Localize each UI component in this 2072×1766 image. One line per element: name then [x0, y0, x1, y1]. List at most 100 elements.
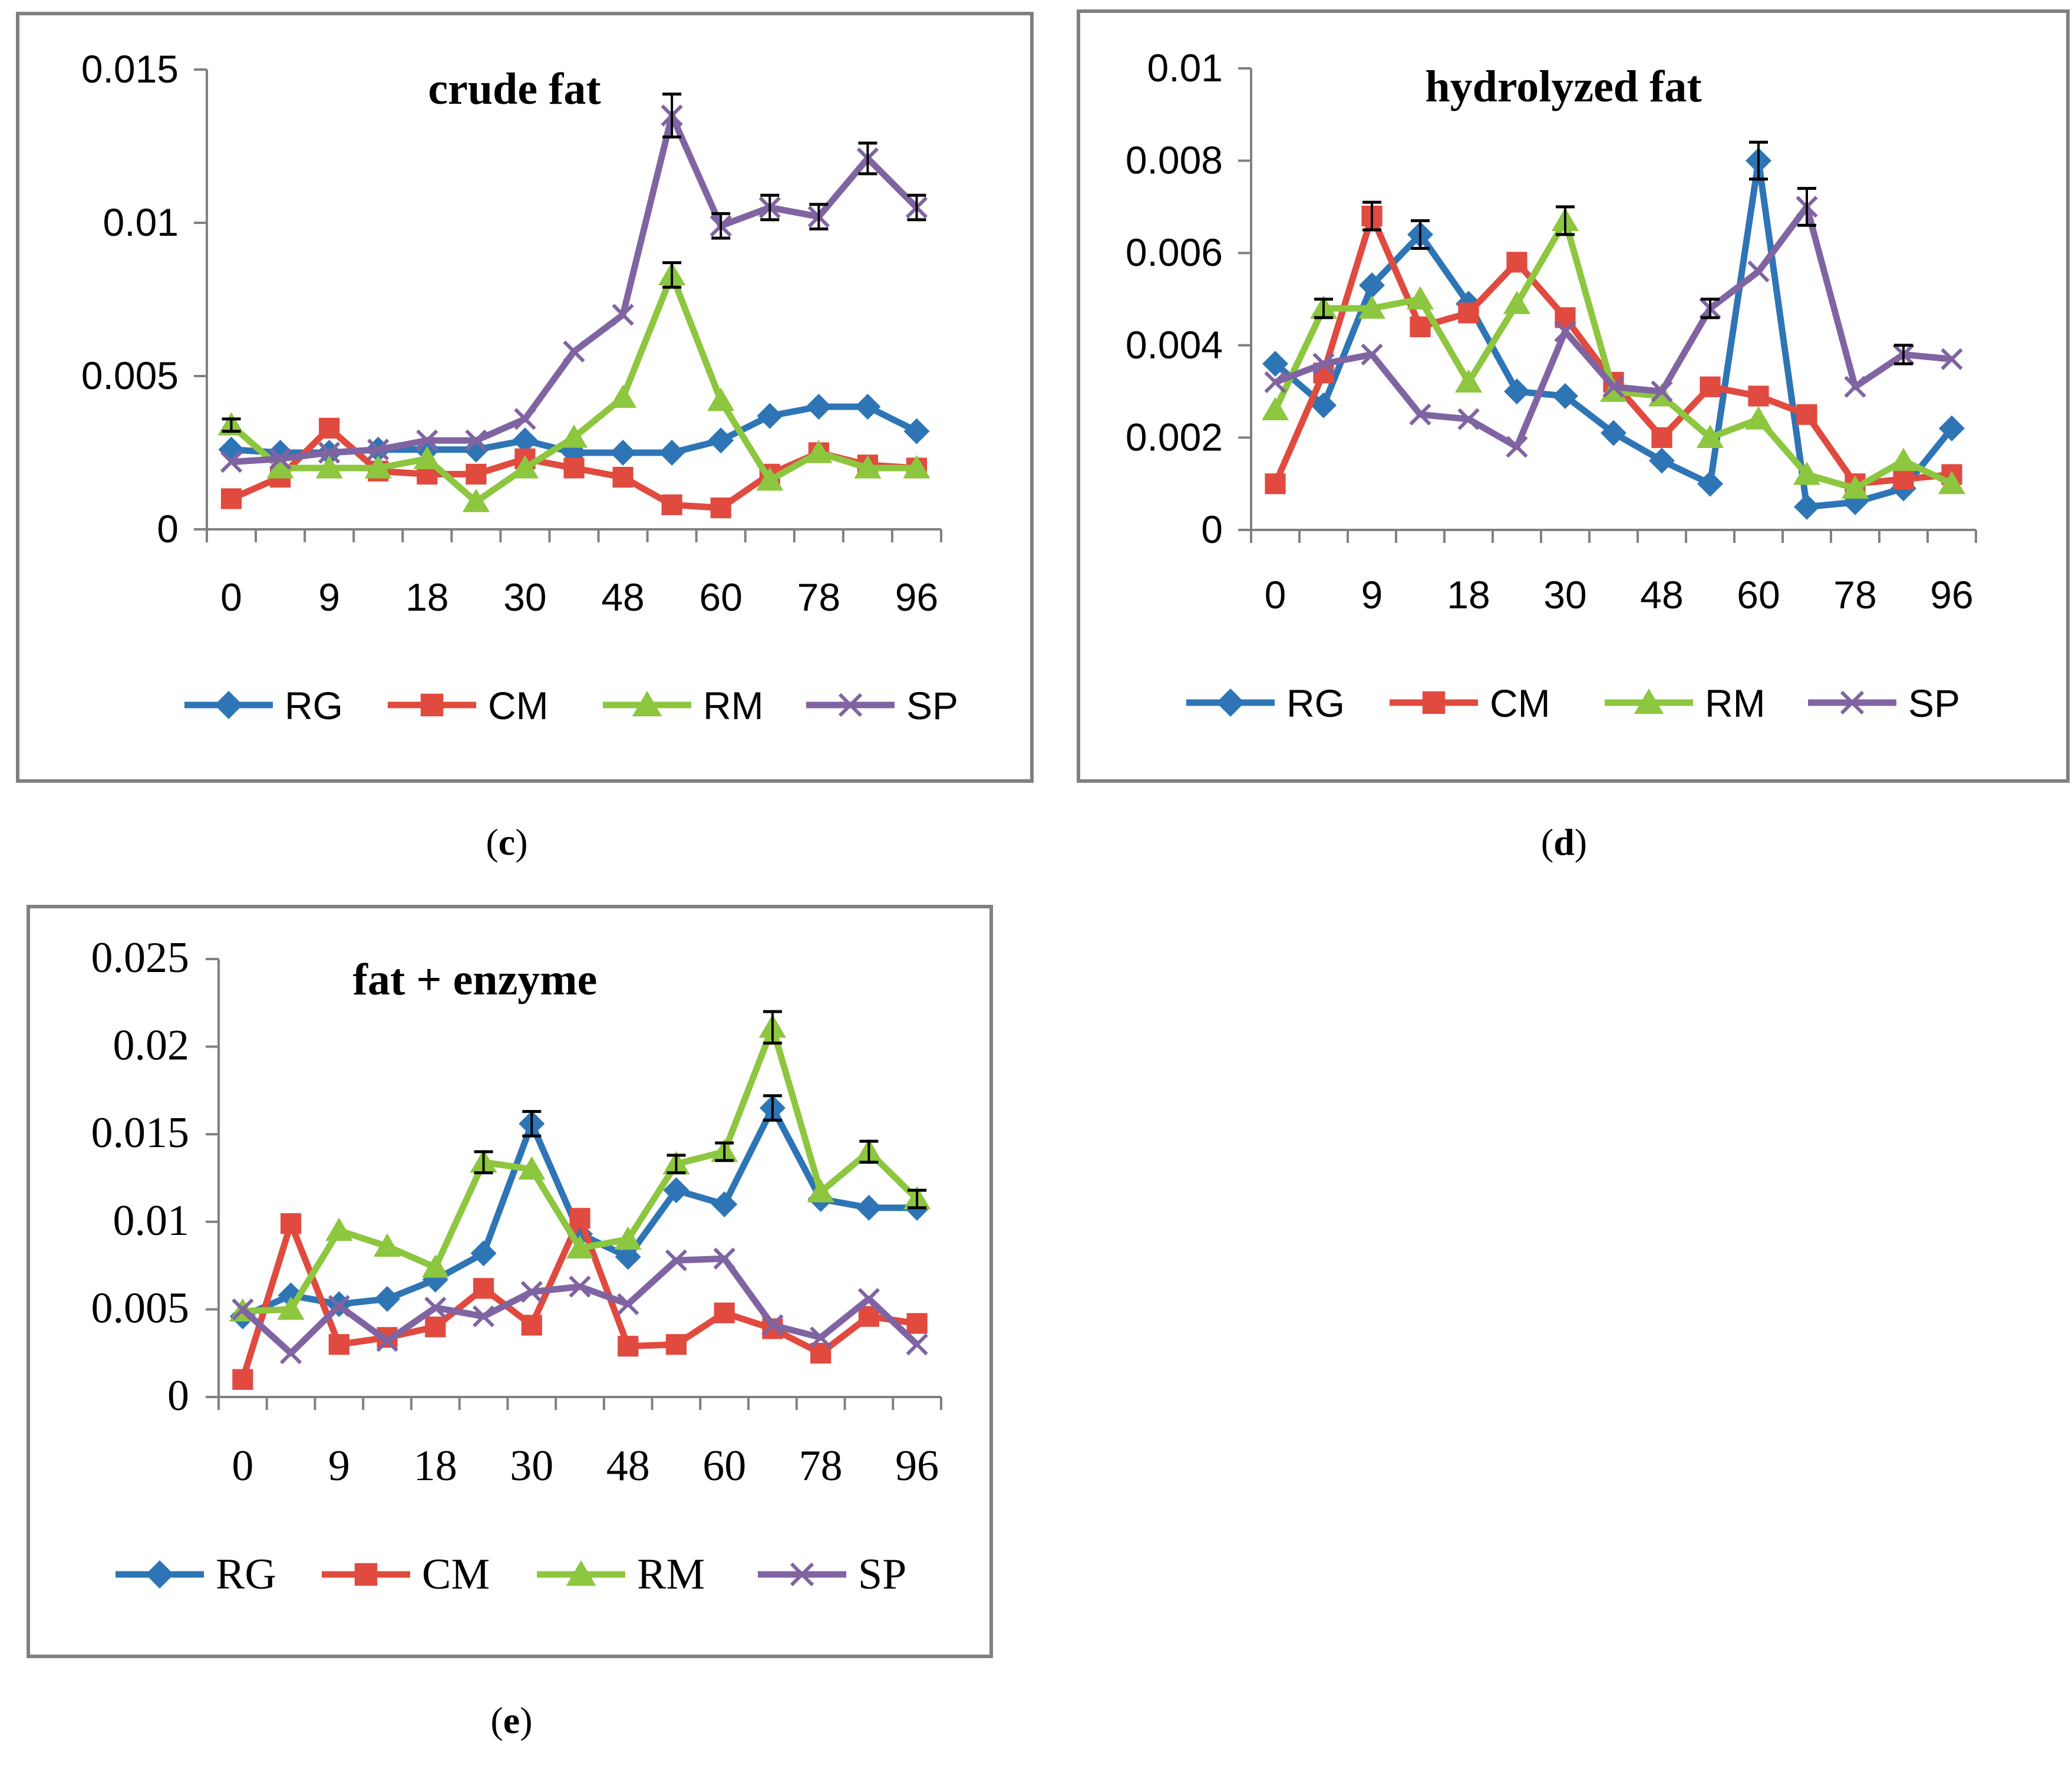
data-point-SP: [472, 1305, 495, 1327]
error-bar: [474, 1150, 493, 1175]
y-tick-label: 0.01: [113, 1197, 190, 1245]
x-tick-label: 60: [702, 1442, 746, 1490]
legend-item-RG: RG: [116, 1550, 276, 1599]
series-RM: [217, 262, 931, 512]
data-point-RG: [903, 418, 930, 444]
legend-label: RG: [285, 684, 343, 727]
error-bar: [763, 1010, 782, 1045]
data-point-RG: [806, 394, 832, 420]
legend-swatch-marker: [632, 691, 662, 717]
error-bar: [1797, 187, 1816, 227]
data-point-CM: [1893, 469, 1914, 490]
error-bar: [662, 261, 682, 289]
data-point-SP: [232, 1298, 254, 1321]
data-point-RM: [315, 455, 343, 479]
legend-item-RM: RM: [603, 684, 764, 727]
data-point-RM: [1889, 447, 1918, 472]
data-point-SP: [520, 1281, 543, 1303]
data-point-RM: [1841, 475, 1869, 499]
y-tick-label: 0.005: [91, 1284, 190, 1332]
data-point-RM: [1358, 295, 1386, 319]
y-tick-label: 0.008: [1126, 139, 1223, 182]
data-point-RM: [707, 387, 735, 411]
x-tick-label: 0: [1265, 573, 1286, 617]
data-point-SP: [1941, 348, 1963, 370]
series-line-SP: [1274, 203, 1952, 450]
x-tick-label: 0: [232, 1442, 253, 1490]
data-point-CM: [319, 417, 340, 439]
x-tick-label: 78: [1833, 573, 1876, 617]
data-point-SP: [269, 447, 292, 470]
legend-swatch-marker: [566, 1560, 596, 1586]
data-point-CM: [714, 1302, 735, 1323]
y-tick-label: 0.025: [91, 934, 190, 982]
y-tick-label: 0.01: [1147, 46, 1223, 90]
data-point-RM: [1938, 470, 1966, 495]
data-point-CM: [612, 467, 634, 488]
data-point-CM: [328, 1334, 349, 1355]
data-point-SP: [416, 429, 438, 452]
x-tick-label: 48: [601, 575, 644, 619]
error-bar: [908, 1188, 927, 1210]
x-tick-label: 18: [405, 575, 448, 619]
data-point-SP: [761, 1314, 784, 1336]
y-tick-label: 0.006: [1126, 230, 1223, 274]
data-point-CM: [563, 457, 585, 479]
chart-panel-hydrolyzed-fat: hydrolyzed fat 0 0.002 0.004 0.006 0.008 0.01 0…: [1077, 9, 2070, 783]
data-point-SP: [279, 1342, 302, 1365]
series-SP: [1264, 196, 1963, 458]
error-bar: [763, 1094, 782, 1122]
data-point-RG: [610, 440, 636, 466]
series-line-RM: [1272, 217, 1954, 492]
data-point-RG: [1601, 420, 1626, 446]
data-point-RM: [277, 1296, 305, 1320]
legend-label: RM: [1705, 681, 1766, 725]
legend-swatch-marker: [146, 1560, 174, 1589]
data-point-CM: [906, 1313, 928, 1334]
data-point-RG: [1552, 383, 1578, 409]
data-point-RG: [708, 427, 734, 454]
chart-crude-fat: crude fat 0 0.005 0.01 0.015 0 9 18 30 48 60 78 96 RG…: [81, 47, 958, 727]
legend-swatch-marker: [1840, 690, 1865, 715]
data-point-CM: [665, 1334, 687, 1355]
data-point-RM: [756, 467, 784, 491]
data-point-CM: [1748, 386, 1769, 407]
data-point-CM: [1796, 404, 1817, 425]
legend-item-CM: CM: [388, 684, 549, 727]
data-point-RG: [856, 1195, 882, 1221]
error-bar: [1411, 219, 1430, 250]
data-point-SP: [1554, 320, 1576, 342]
legend-item-SP: SP: [806, 684, 958, 727]
legend-label: RG: [1286, 681, 1345, 725]
data-point-RG: [1311, 392, 1337, 419]
error-bar: [1701, 298, 1720, 319]
error-bar: [1749, 140, 1768, 181]
x-tick-label: 60: [699, 575, 742, 619]
y-tick-label: 0.01: [103, 200, 179, 244]
data-point-CM: [1506, 252, 1527, 273]
error-bar: [715, 1141, 734, 1162]
chart-hydrolyzed-fat: hydrolyzed fat 0 0.002 0.004 0.006 0.008 0.01 0…: [1126, 46, 1977, 725]
legend-swatch-marker: [354, 1563, 378, 1586]
data-point-CM: [618, 1336, 639, 1357]
data-point-CM: [710, 497, 731, 519]
legend-label: RM: [637, 1550, 705, 1599]
legend-swatch-marker: [1634, 688, 1664, 714]
legend-label: SP: [906, 684, 958, 727]
legend-item-RG: RG: [184, 684, 343, 727]
data-point-RM: [518, 1156, 546, 1180]
data-point-SP: [1747, 260, 1770, 283]
data-point-RM: [266, 455, 294, 479]
series-CM: [1265, 205, 1962, 495]
data-point-SP: [465, 429, 487, 452]
data-point-RG: [374, 1286, 401, 1312]
legend-item-RM: RM: [537, 1550, 705, 1599]
data-point-CM: [661, 494, 682, 515]
error-bar: [222, 417, 241, 433]
series-CM: [232, 1208, 928, 1390]
x-tick-label: 60: [1737, 573, 1780, 617]
data-point-SP: [220, 450, 243, 473]
data-point-RM: [1744, 406, 1773, 430]
chart-fat-enzyme: fat + enzyme 0 0.005 0.01 0.015 0.02 0.025 0 9 18…: [91, 934, 942, 1599]
series-RM: [229, 1014, 931, 1322]
